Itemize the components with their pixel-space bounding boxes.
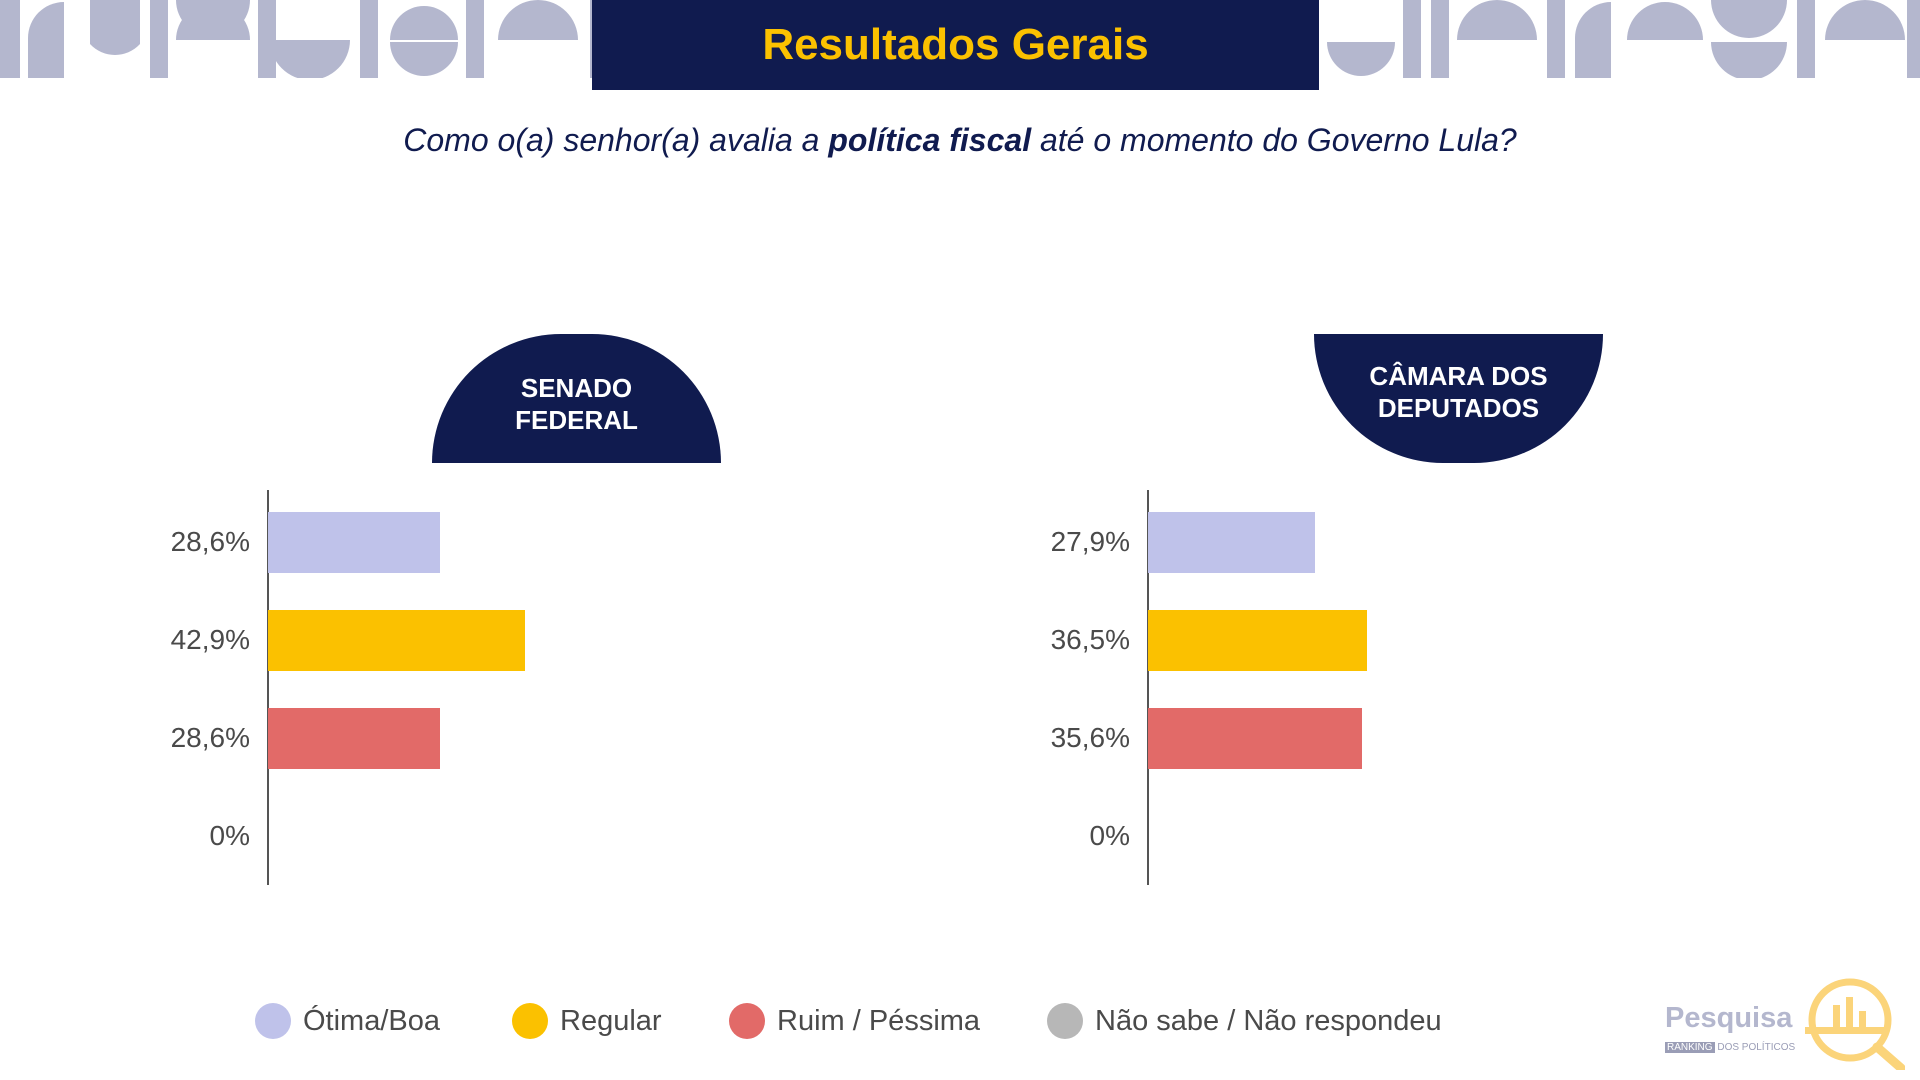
title-banner: Resultados Gerais — [592, 0, 1319, 90]
legend-item-nao-sabe: Não sabe / Não respondeu — [1047, 1003, 1442, 1039]
legend-dot — [512, 1003, 548, 1039]
panel-title-senado-line2: FEDERAL — [515, 404, 638, 435]
logo-subtitle: RANKING DOS POLÍTICOS — [1665, 1042, 1795, 1053]
logo-sub-text: DOS POLÍTICOS — [1717, 1042, 1796, 1053]
panel-header-camara: CÂMARA DOS DEPUTADOS — [1314, 334, 1603, 463]
value-label-otima-boa: 28,6% — [170, 526, 250, 557]
legend-item-regular: Regular — [512, 1003, 662, 1039]
panel-header-senado: SENADO FEDERAL — [432, 334, 721, 463]
magnifier-chart-icon — [1805, 978, 1905, 1070]
chart-camara: 27,9% 36,5% 35,6% 0% — [880, 490, 1780, 890]
question-text-bold: política fiscal — [828, 122, 1032, 158]
bar-otima-boa — [1148, 512, 1316, 573]
bar-regular — [1148, 610, 1367, 671]
value-label-ruim-pessima: 35,6% — [1050, 722, 1130, 753]
page-title: Resultados Gerais — [762, 20, 1149, 69]
survey-question: Como o(a) senhor(a) avalia a política fi… — [0, 122, 1920, 159]
value-label-regular: 42,9% — [170, 624, 250, 655]
panel-title-senado-line1: SENADO — [520, 372, 633, 403]
question-text-before: Como o(a) senhor(a) avalia a — [403, 122, 829, 158]
legend-item-otima-boa: Ótima/Boa — [255, 1003, 440, 1039]
panel-title-camara-line2: DEPUTADOS — [1377, 392, 1540, 423]
bar-regular — [268, 610, 526, 671]
bar-ruim-pessima — [268, 708, 440, 769]
legend: Ótima/Boa Regular Ruim / Péssima Não sab… — [0, 1003, 1920, 1053]
value-label-regular: 36,5% — [1050, 624, 1130, 655]
value-label-otima-boa: 27,9% — [1050, 526, 1130, 557]
brand-logo: Pesquisa RANKING DOS POLÍTICOS — [1665, 975, 1910, 1070]
legend-label: Regular — [560, 1004, 662, 1037]
logo-sub-badge: RANKING — [1665, 1042, 1715, 1053]
question-text-after: até o momento do Governo Lula? — [1031, 122, 1517, 158]
panel-title-camara-line1: CÂMARA DOS — [1369, 360, 1548, 391]
legend-dot — [255, 1003, 291, 1039]
decorative-pattern-left — [0, 0, 592, 78]
legend-label: Ruim / Péssima — [777, 1004, 981, 1037]
decorative-pattern-right — [1327, 0, 1920, 78]
logo-text: Pesquisa — [1665, 1002, 1793, 1034]
legend-label: Ótima/Boa — [303, 1004, 440, 1037]
value-label-nao-sabe: 0% — [1089, 820, 1130, 851]
axis-line — [1147, 490, 1149, 885]
legend-label: Não sabe / Não respondeu — [1095, 1004, 1442, 1037]
value-label-ruim-pessima: 28,6% — [170, 722, 250, 753]
value-label-nao-sabe: 0% — [209, 820, 250, 851]
legend-item-ruim-pessima: Ruim / Péssima — [729, 1003, 980, 1039]
bar-otima-boa — [268, 512, 440, 573]
axis-line — [267, 490, 269, 885]
legend-dot — [729, 1003, 765, 1039]
legend-dot — [1047, 1003, 1083, 1039]
chart-senado: 28,6% 42,9% 28,6% 0% — [0, 490, 900, 890]
bar-ruim-pessima — [1148, 708, 1362, 769]
